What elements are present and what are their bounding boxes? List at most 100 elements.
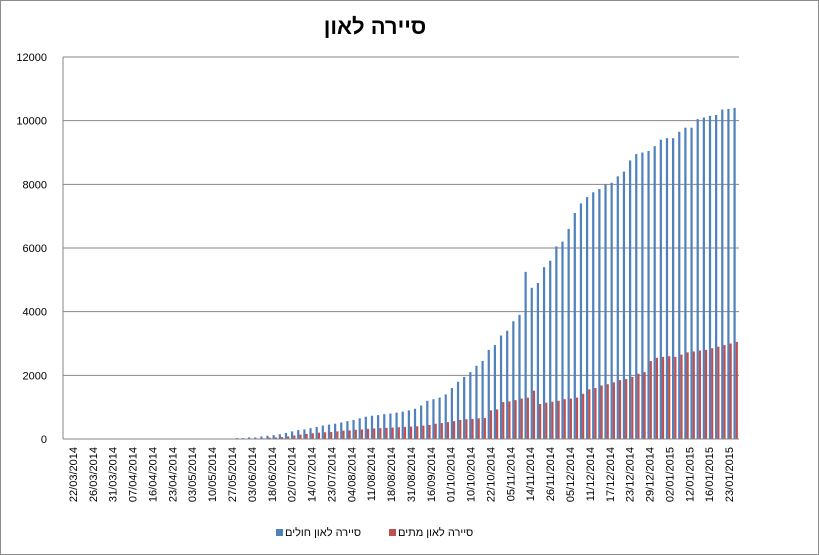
bar-cases — [567, 228, 570, 439]
bar-cases — [407, 410, 410, 439]
bar-deaths — [625, 379, 628, 439]
bar-deaths — [274, 437, 277, 439]
bar-deaths — [729, 343, 732, 439]
bar-deaths — [612, 382, 615, 439]
bar-deaths — [434, 423, 437, 439]
x-tick-label: 31/08/2014 — [406, 447, 418, 502]
bar-deaths — [631, 376, 634, 439]
x-tick-label: 26/11/2014 — [545, 447, 557, 501]
bar-deaths — [618, 380, 622, 439]
x-tick-label: 10/05/2014 — [207, 447, 219, 502]
x-tick-label: 18/06/2014 — [267, 447, 279, 502]
bar-deaths — [397, 427, 400, 439]
bar-cases — [284, 432, 288, 439]
bar-deaths — [661, 356, 665, 439]
bar-cases — [499, 335, 503, 439]
bar-cases — [426, 400, 429, 439]
x-tick-label: 01/10/2014 — [446, 447, 458, 502]
bar-deaths — [342, 430, 345, 439]
legend: סיירה לאון חולים סיירה לאון מתים — [276, 526, 473, 539]
bar-deaths — [477, 418, 480, 439]
bar-cases — [358, 418, 361, 439]
bar-deaths — [649, 361, 652, 439]
bar-cases — [665, 138, 669, 440]
bar-deaths — [311, 433, 314, 439]
bar-cases — [659, 139, 662, 439]
bar-cases — [641, 152, 644, 439]
bar-deaths — [655, 357, 659, 439]
bar-deaths — [360, 429, 364, 439]
x-tick-label: 23/12/2014 — [625, 447, 637, 502]
x-tick-label: 03/06/2014 — [247, 447, 259, 502]
x-tick-label: 14/07/2014 — [307, 447, 319, 502]
bar-deaths — [704, 349, 708, 439]
bar-deaths — [422, 425, 425, 439]
bar-cases — [678, 131, 681, 439]
bar-cases — [616, 176, 619, 439]
bar-deaths — [409, 426, 413, 439]
legend-swatch-cases — [276, 529, 283, 536]
x-tick-label: 11/12/2014 — [585, 447, 597, 501]
bar-cases — [413, 408, 417, 439]
bar-deaths — [416, 426, 419, 439]
bar-deaths — [299, 434, 302, 439]
bar-cases — [512, 321, 515, 439]
bar-cases — [463, 376, 466, 439]
bar-cases — [487, 349, 490, 439]
bar-cases — [518, 314, 521, 439]
bar-deaths — [305, 433, 308, 439]
bar-deaths — [293, 435, 296, 439]
x-tick-label: 02/07/2014 — [287, 447, 299, 502]
bar-cases — [690, 127, 693, 440]
bar-deaths — [348, 430, 351, 439]
bar-cases — [456, 381, 460, 439]
bar-cases — [702, 117, 705, 439]
bar-deaths — [502, 402, 505, 439]
x-tick-label: 17/12/2014 — [605, 447, 617, 502]
y-tick-label: 12000 — [16, 52, 47, 64]
bar-cases — [315, 426, 318, 439]
bar-cases — [598, 189, 601, 439]
x-tick-label: 04/08/2014 — [346, 447, 358, 502]
bar-deaths — [588, 389, 591, 439]
x-tick-label: 11/08/2014 — [366, 447, 378, 501]
bar-cases — [555, 246, 558, 439]
x-tick-label: 23/04/2014 — [167, 447, 179, 502]
bar-cases — [585, 197, 589, 439]
bar-deaths — [268, 437, 271, 439]
bar-cases — [524, 271, 527, 439]
bar-cases — [542, 267, 546, 439]
bar-deaths — [514, 400, 517, 439]
bar-cases — [536, 283, 540, 439]
bar-cases — [340, 422, 343, 439]
x-tick-label: 14/11/2014 — [525, 447, 537, 501]
x-tick-label: 23/01/2015 — [724, 447, 736, 502]
bar-cases — [370, 415, 374, 439]
bar-deaths — [471, 418, 474, 439]
legend-label-deaths: סיירה לאון מתים — [398, 526, 473, 539]
bar-cases — [389, 413, 392, 439]
y-tick-label: 10000 — [16, 116, 47, 128]
bar-cases — [592, 192, 595, 439]
bar-cases — [321, 425, 324, 439]
bar-deaths — [496, 409, 499, 439]
legend-label-cases: סיירה לאון חולים — [285, 526, 361, 539]
bar-deaths — [680, 354, 683, 439]
bar-deaths — [569, 398, 572, 439]
bar-cases — [610, 182, 613, 439]
bar-cases — [475, 365, 478, 439]
bar-cases — [334, 423, 337, 439]
bar-cases — [377, 415, 380, 439]
bars — [82, 107, 738, 440]
grid-lines — [63, 56, 739, 376]
bar-deaths — [336, 431, 339, 439]
bar-deaths — [698, 350, 702, 439]
bar-deaths — [354, 429, 357, 439]
bar-deaths — [692, 351, 695, 439]
x-tick-label: 23/07/2014 — [326, 447, 338, 502]
bar-deaths — [452, 421, 456, 439]
y-axis-labels: 0 2000 4000 6000 8000 10000 12000 — [16, 52, 47, 446]
y-tick-label: 8000 — [23, 179, 47, 191]
bar-deaths — [489, 410, 493, 439]
